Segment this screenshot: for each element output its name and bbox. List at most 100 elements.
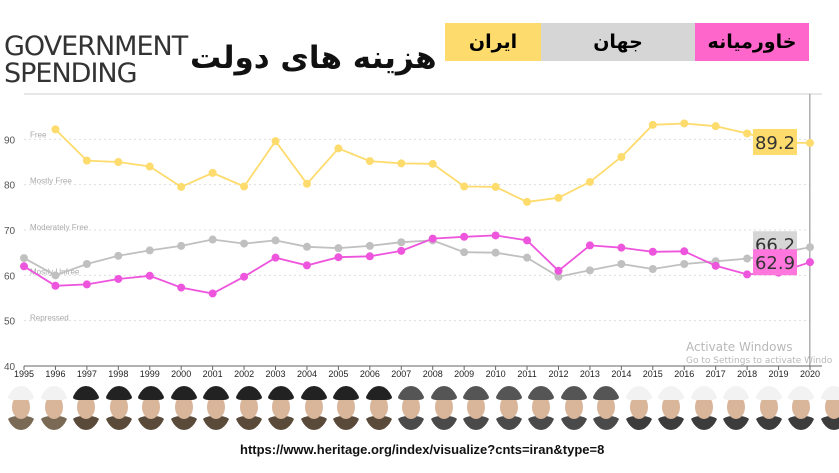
data-point (365, 241, 374, 250)
robe-shape (688, 416, 719, 430)
data-point (240, 272, 249, 281)
president-portrait (168, 386, 199, 430)
data-point (51, 125, 60, 134)
x-tick-label: 2010 (486, 369, 506, 379)
data-point (585, 177, 594, 186)
data-point (302, 242, 311, 251)
robe-shape (71, 416, 101, 430)
face-shape (44, 395, 63, 419)
president-portrait (71, 386, 101, 430)
legend-label-world: جهان (593, 31, 643, 53)
face-shape (174, 395, 193, 419)
robe-shape (753, 416, 784, 430)
band-label: Moderately Free (30, 223, 89, 232)
end-value-box (753, 249, 797, 276)
x-tick-label: 2018 (737, 369, 757, 379)
face-shape (532, 395, 550, 419)
data-point (271, 137, 280, 146)
president-portrait (396, 386, 426, 430)
face-shape (239, 395, 258, 419)
president-portrait (6, 386, 36, 430)
source-url[interactable]: https://www.heritage.org/index/visualize… (240, 442, 605, 457)
y-tick-label: 50 (4, 317, 16, 328)
x-tick-label: 2001 (203, 369, 223, 379)
robe-shape (38, 416, 69, 430)
face-shape (142, 395, 160, 419)
robe-shape (6, 416, 36, 430)
data-point (806, 138, 814, 147)
turban-shape (300, 386, 327, 400)
turban-shape (755, 386, 782, 400)
president-portrait (233, 386, 264, 430)
data-point (20, 262, 28, 271)
robe-shape (623, 416, 654, 430)
legend-item-world[interactable]: جهان (541, 23, 695, 61)
x-tick-label: 1998 (108, 369, 128, 379)
data-point (334, 244, 343, 253)
president-portrait (493, 386, 524, 430)
face-shape (12, 395, 30, 419)
data-point (585, 241, 594, 250)
data-point (491, 248, 500, 257)
data-point (365, 252, 374, 261)
data-point (617, 153, 626, 162)
x-tick-label: 2017 (706, 369, 726, 379)
data-point (460, 232, 469, 241)
data-point (145, 271, 154, 280)
data-point (177, 241, 186, 250)
data-point (680, 119, 689, 128)
face-shape (337, 395, 355, 419)
face-shape (207, 395, 225, 419)
face-shape (272, 395, 290, 419)
robe-shape (233, 416, 264, 430)
face-shape (77, 395, 95, 419)
data-point (240, 239, 249, 248)
data-point (302, 261, 311, 270)
face-shape (402, 395, 420, 419)
y-tick-label: 60 (4, 271, 16, 282)
turban-shape (203, 386, 229, 400)
gov-title: GOVERNMENT SPENDING (4, 33, 188, 87)
robe-shape (591, 416, 621, 430)
president-portrait (591, 386, 621, 430)
x-tick-label: 2020 (800, 369, 820, 379)
turban-shape (820, 386, 839, 400)
turban-shape (398, 386, 424, 400)
face-shape (499, 395, 518, 419)
president-portrait (461, 386, 491, 430)
robe-shape (168, 416, 199, 430)
band-label: Free (30, 130, 47, 139)
president-portrait (428, 386, 459, 430)
data-point (680, 247, 689, 256)
data-point (743, 270, 752, 279)
watermark-line2: Go to Settings to activate Windo (686, 356, 833, 366)
robe-shape (786, 416, 816, 430)
x-tick-label: 2000 (171, 369, 191, 379)
face-shape (694, 395, 713, 419)
legend-item-iran[interactable]: ایران (445, 23, 541, 61)
band-label: Mostly Free (30, 177, 72, 186)
president-portrait (623, 386, 654, 430)
face-shape (792, 395, 810, 419)
y-tick-label: 80 (4, 181, 16, 192)
robe-shape (266, 416, 296, 430)
x-tick-label: 2016 (674, 369, 694, 379)
x-tick-label: 2019 (769, 369, 789, 379)
legend-item-middle-east[interactable]: خاورمیانه (695, 23, 809, 61)
turban-shape (788, 386, 814, 400)
data-point (20, 254, 28, 263)
x-tick-label: 2013 (580, 369, 600, 379)
robe-shape (363, 416, 394, 430)
data-point (208, 168, 217, 177)
data-point (460, 182, 469, 191)
band-label: Repressed (30, 314, 69, 323)
x-tick-label: 2005 (328, 369, 348, 379)
data-point (397, 159, 406, 168)
president-portrait (558, 386, 589, 430)
x-tick-label: 2007 (391, 369, 411, 379)
turban-shape (138, 386, 164, 400)
data-point (51, 271, 60, 280)
face-shape (727, 395, 745, 419)
data-point (585, 266, 594, 275)
data-point (523, 253, 532, 262)
